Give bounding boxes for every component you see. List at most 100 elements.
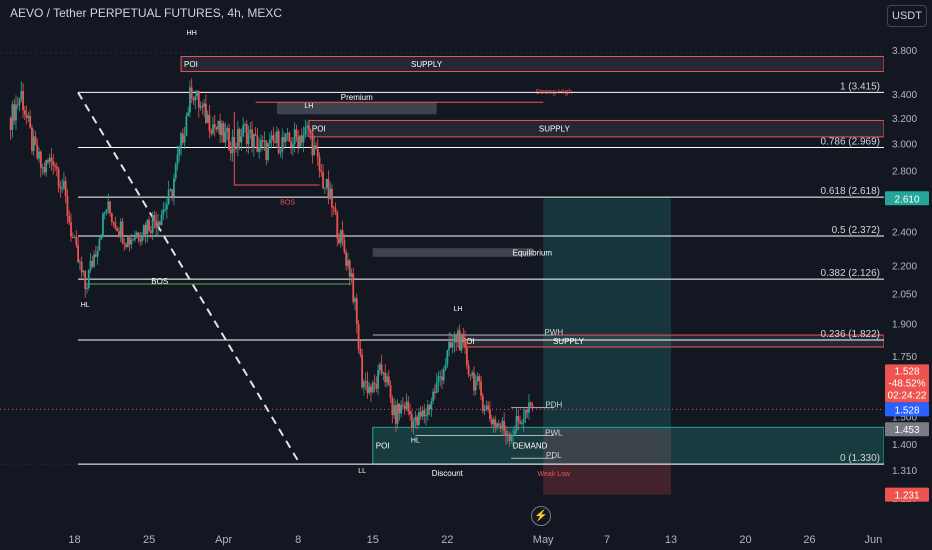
candle-body xyxy=(334,208,337,213)
candle-body xyxy=(189,87,191,113)
candle-body xyxy=(194,96,197,101)
candle-body xyxy=(394,405,397,424)
candle-body xyxy=(469,374,472,376)
x-axis-tick-label: 26 xyxy=(803,534,815,546)
candle-body xyxy=(260,140,262,148)
candle-body xyxy=(236,128,239,149)
candle-body xyxy=(398,403,401,414)
candle-body xyxy=(25,114,28,118)
candle-body xyxy=(393,405,395,415)
x-axis-tick-label: 13 xyxy=(665,534,677,546)
candle-body xyxy=(331,188,333,208)
candle-body xyxy=(98,239,101,251)
candle-body xyxy=(153,215,156,221)
long-position-profit-zone xyxy=(543,198,671,430)
candle-body xyxy=(355,298,358,324)
candle-body xyxy=(315,145,317,149)
candle-body xyxy=(366,381,369,393)
candle-body xyxy=(158,221,161,226)
poi-label: POI xyxy=(376,442,390,451)
candle-body xyxy=(102,213,104,238)
candle-body xyxy=(125,244,127,248)
current-price-value: 1.528 xyxy=(894,366,919,377)
candle-body xyxy=(430,401,433,410)
candle-body xyxy=(457,330,459,342)
candle-body xyxy=(217,120,220,130)
candle-body xyxy=(357,323,360,349)
supply-zone[interactable] xyxy=(180,55,885,73)
candle-body xyxy=(15,104,17,121)
candle-body xyxy=(238,128,241,143)
candle-body xyxy=(252,134,255,148)
candle-body xyxy=(309,130,312,134)
candle-body xyxy=(192,98,195,101)
candle-body xyxy=(418,412,420,425)
x-axis-tick-label: Jun xyxy=(864,534,882,546)
candle-body xyxy=(183,135,186,143)
candle-body xyxy=(476,376,479,381)
candle-body xyxy=(405,401,408,409)
candle-body xyxy=(483,409,486,412)
candle-body xyxy=(387,376,390,386)
candle-body xyxy=(196,90,198,97)
candle-body xyxy=(492,419,495,425)
candle-body xyxy=(453,335,456,343)
supply-zone[interactable] xyxy=(308,119,885,138)
candle-body xyxy=(361,354,364,388)
candle-body xyxy=(36,145,39,159)
candle-body xyxy=(167,189,170,205)
candles-group xyxy=(9,78,534,447)
structure-label: PDH xyxy=(545,401,562,410)
candle-body xyxy=(208,114,211,131)
fib-level-label: 0.236 (1.822) xyxy=(821,329,881,340)
candle-body xyxy=(52,160,55,166)
structure-label: LL xyxy=(358,468,366,475)
candle-body xyxy=(229,149,232,154)
demand-zone[interactable] xyxy=(372,426,885,465)
candle-body xyxy=(407,401,410,412)
candle-body xyxy=(414,416,417,422)
fib-level-label: 1 (3.415) xyxy=(840,81,880,92)
lightning-icon[interactable]: ⚡ xyxy=(531,506,551,526)
candle-body xyxy=(293,129,296,145)
candle-body xyxy=(283,137,285,143)
candle-body xyxy=(343,240,346,253)
candle-body xyxy=(50,157,53,161)
demand-label: DEMAND xyxy=(513,442,548,451)
candle-body xyxy=(295,129,298,137)
candle-body xyxy=(274,141,277,143)
premium-label: Premium xyxy=(341,93,373,102)
candle-body xyxy=(155,220,158,228)
candle-body xyxy=(126,237,129,248)
candle-body xyxy=(61,188,64,190)
candle-body xyxy=(185,116,188,136)
candle-body xyxy=(432,391,435,402)
candle-body xyxy=(73,236,76,238)
candle-body xyxy=(433,391,436,393)
currency-button[interactable]: USDT xyxy=(887,5,927,27)
candle-countdown: 02:24:22 xyxy=(888,390,927,401)
candle-body xyxy=(419,412,422,417)
structure-label: BOS xyxy=(151,277,168,286)
candle-body xyxy=(57,168,60,187)
candle-body xyxy=(336,212,339,239)
candle-body xyxy=(105,209,108,213)
candle-body xyxy=(180,133,182,147)
candle-body xyxy=(467,365,470,375)
candle-body xyxy=(206,114,209,123)
structure-label: PWL xyxy=(545,429,563,438)
candle-body xyxy=(174,164,177,179)
candle-body xyxy=(290,141,293,148)
candle-body xyxy=(307,125,310,131)
candle-body xyxy=(304,127,307,135)
fib-level-label: 0.5 (2.372) xyxy=(832,225,880,236)
candle-body xyxy=(235,148,237,150)
candle-body xyxy=(277,131,280,153)
candle-body xyxy=(288,132,291,142)
equilibrium-label: Equilibrium xyxy=(513,248,553,257)
candle-body xyxy=(325,179,328,188)
candle-body xyxy=(149,230,152,233)
candle-body xyxy=(444,364,447,370)
